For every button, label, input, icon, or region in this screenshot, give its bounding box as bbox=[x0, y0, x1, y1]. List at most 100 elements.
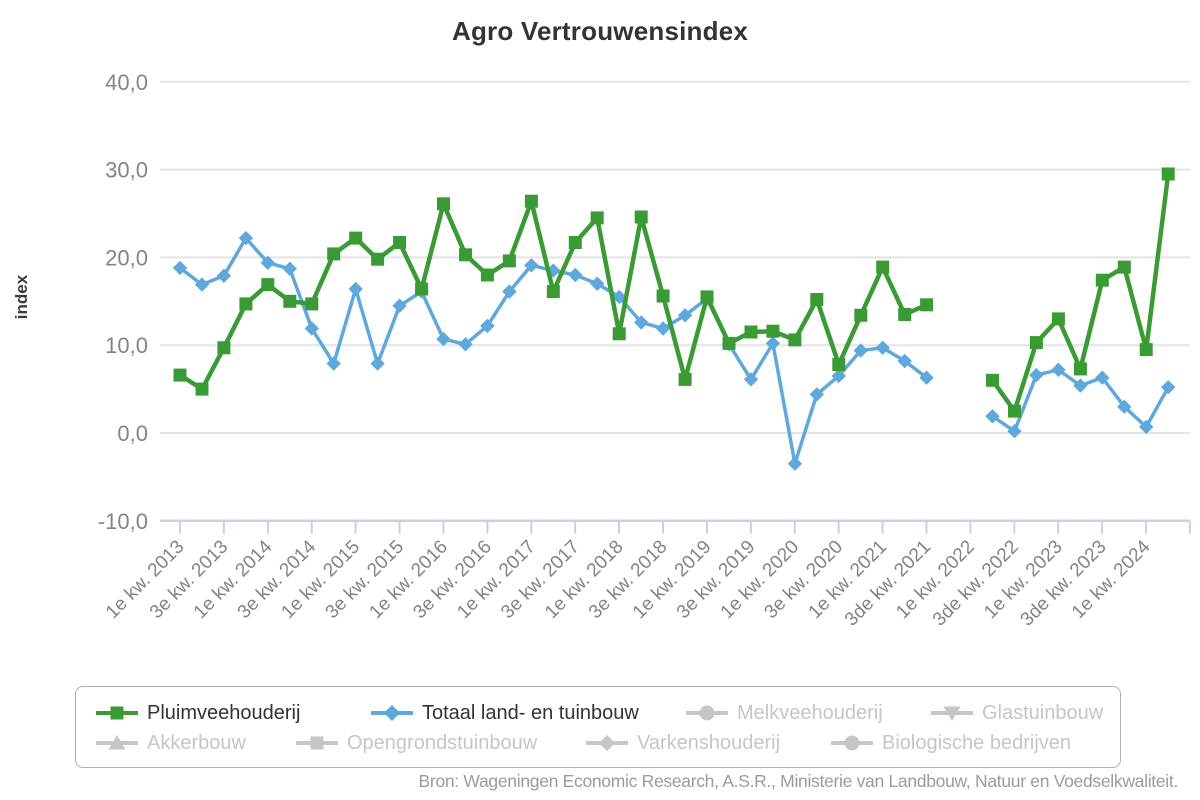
data-point-pluimveehouderij[interactable] bbox=[898, 308, 912, 321]
data-point-pluimveehouderij[interactable] bbox=[722, 336, 736, 350]
legend-item-glastuinbouw[interactable]: Glastuinbouw bbox=[931, 702, 1103, 725]
data-point-pluimveehouderij[interactable] bbox=[1095, 273, 1109, 287]
y-axis-tick-label: 10,0 bbox=[105, 333, 148, 358]
data-point-pluimveehouderij[interactable] bbox=[656, 289, 670, 303]
data-point-totaal-land-en-tuinbouw[interactable] bbox=[1007, 424, 1022, 439]
data-point-totaal-land-en-tuinbouw[interactable] bbox=[458, 337, 473, 352]
data-point-totaal-land-en-tuinbouw[interactable] bbox=[370, 356, 385, 371]
data-point-totaal-land-en-tuinbouw[interactable] bbox=[919, 370, 934, 385]
data-point-pluimveehouderij[interactable] bbox=[1139, 343, 1153, 357]
data-point-pluimveehouderij[interactable] bbox=[832, 358, 846, 371]
data-point-totaal-land-en-tuinbouw[interactable] bbox=[677, 308, 693, 323]
data-point-pluimveehouderij[interactable] bbox=[480, 268, 494, 282]
data-point-pluimveehouderij[interactable] bbox=[678, 372, 692, 386]
data-point-totaal-land-en-tuinbouw[interactable] bbox=[216, 268, 232, 283]
data-point-pluimveehouderij[interactable] bbox=[459, 248, 472, 262]
data-point-totaal-land-en-tuinbouw[interactable] bbox=[985, 409, 1000, 424]
legend-label: Glastuinbouw bbox=[982, 701, 1104, 724]
data-point-totaal-land-en-tuinbouw[interactable] bbox=[765, 336, 781, 351]
data-point-totaal-land-en-tuinbouw[interactable] bbox=[326, 356, 341, 371]
data-point-pluimveehouderij[interactable] bbox=[568, 236, 582, 249]
data-point-pluimveehouderij[interactable] bbox=[788, 333, 802, 347]
legend-item-opengrondstuinbouw[interactable]: Opengrondstuinbouw bbox=[296, 732, 586, 755]
data-point-pluimveehouderij[interactable] bbox=[920, 298, 934, 312]
chart-title: Agro Vertrouwensindex bbox=[451, 16, 749, 46]
data-point-pluimveehouderij[interactable] bbox=[612, 327, 626, 341]
data-point-pluimveehouderij[interactable] bbox=[261, 278, 275, 292]
data-point-totaal-land-en-tuinbouw[interactable] bbox=[1161, 380, 1176, 395]
data-point-totaal-land-en-tuinbouw[interactable] bbox=[897, 353, 912, 369]
data-point-totaal-land-en-tuinbouw[interactable] bbox=[1117, 399, 1132, 414]
legend-item-totaal-land-en-tuinbouw[interactable]: Totaal land- en tuinbouw bbox=[371, 702, 686, 725]
data-point-pluimveehouderij[interactable] bbox=[502, 254, 516, 268]
data-point-totaal-land-en-tuinbouw[interactable] bbox=[436, 331, 451, 347]
data-point-totaal-land-en-tuinbouw[interactable] bbox=[743, 372, 759, 387]
legend-item-melkveehouderij[interactable]: Melkveehouderij bbox=[686, 702, 931, 725]
data-point-pluimveehouderij[interactable] bbox=[744, 325, 758, 339]
data-point-totaal-land-en-tuinbouw[interactable] bbox=[787, 456, 803, 471]
data-point-totaal-land-en-tuinbouw[interactable] bbox=[1029, 367, 1044, 383]
data-point-totaal-land-en-tuinbouw[interactable] bbox=[1051, 362, 1066, 377]
data-point-totaal-land-en-tuinbouw[interactable] bbox=[590, 276, 605, 291]
data-point-totaal-land-en-tuinbouw[interactable] bbox=[194, 277, 210, 292]
data-point-totaal-land-en-tuinbouw[interactable] bbox=[524, 258, 539, 273]
data-point-totaal-land-en-tuinbouw[interactable] bbox=[634, 315, 649, 330]
data-point-pluimveehouderij[interactable] bbox=[524, 194, 538, 208]
data-point-pluimveehouderij[interactable] bbox=[986, 373, 999, 387]
data-point-pluimveehouderij[interactable] bbox=[217, 341, 231, 355]
data-point-pluimveehouderij[interactable] bbox=[1051, 312, 1065, 326]
data-point-pluimveehouderij[interactable] bbox=[590, 211, 604, 225]
data-point-pluimveehouderij[interactable] bbox=[173, 368, 187, 382]
legend-label: Pluimveehouderij bbox=[147, 701, 301, 724]
data-point-pluimveehouderij[interactable] bbox=[349, 231, 363, 245]
data-point-totaal-land-en-tuinbouw[interactable] bbox=[348, 281, 363, 297]
legend-item-pluimveehouderij[interactable]: Pluimveehouderij bbox=[96, 702, 371, 725]
data-point-pluimveehouderij[interactable] bbox=[634, 210, 648, 224]
data-point-pluimveehouderij[interactable] bbox=[876, 260, 890, 274]
data-point-pluimveehouderij[interactable] bbox=[1029, 336, 1043, 350]
data-point-pluimveehouderij[interactable] bbox=[546, 285, 560, 299]
data-point-pluimveehouderij[interactable] bbox=[854, 308, 868, 322]
data-point-totaal-land-en-tuinbouw[interactable] bbox=[875, 340, 890, 355]
data-point-pluimveehouderij[interactable] bbox=[1073, 362, 1087, 376]
data-point-totaal-land-en-tuinbouw[interactable] bbox=[853, 343, 868, 358]
data-point-totaal-land-en-tuinbouw[interactable] bbox=[392, 298, 407, 313]
legend-item-varkenshouderij[interactable]: Varkenshouderij bbox=[586, 732, 831, 755]
data-point-pluimveehouderij[interactable] bbox=[1008, 404, 1021, 418]
data-point-totaal-land-en-tuinbouw[interactable] bbox=[831, 368, 846, 384]
data-point-pluimveehouderij[interactable] bbox=[766, 324, 780, 338]
data-point-totaal-land-en-tuinbouw[interactable] bbox=[172, 260, 188, 276]
data-point-totaal-land-en-tuinbouw[interactable] bbox=[809, 387, 824, 402]
data-point-pluimveehouderij[interactable] bbox=[700, 290, 714, 304]
data-point-pluimveehouderij[interactable] bbox=[810, 293, 824, 306]
data-point-totaal-land-en-tuinbouw[interactable] bbox=[1139, 419, 1154, 435]
data-point-pluimveehouderij[interactable] bbox=[327, 247, 341, 261]
data-point-pluimveehouderij[interactable] bbox=[415, 282, 429, 296]
data-point-totaal-land-en-tuinbouw[interactable] bbox=[612, 289, 627, 305]
data-point-pluimveehouderij[interactable] bbox=[195, 382, 209, 396]
data-point-pluimveehouderij[interactable] bbox=[393, 236, 407, 249]
data-point-totaal-land-en-tuinbouw[interactable] bbox=[546, 263, 561, 278]
legend-item-biologische-bedrijven[interactable]: Biologische bedrijven bbox=[831, 732, 1071, 755]
data-point-pluimveehouderij[interactable] bbox=[283, 294, 297, 308]
data-point-totaal-land-en-tuinbouw[interactable] bbox=[260, 255, 275, 270]
data-point-pluimveehouderij[interactable] bbox=[1117, 260, 1131, 274]
data-point-totaal-land-en-tuinbouw[interactable] bbox=[655, 321, 671, 336]
data-point-pluimveehouderij[interactable] bbox=[1161, 167, 1175, 181]
data-point-totaal-land-en-tuinbouw[interactable] bbox=[304, 321, 319, 336]
y-axis-tick-label: 30,0 bbox=[105, 158, 148, 183]
data-point-totaal-land-en-tuinbouw[interactable] bbox=[568, 267, 583, 283]
data-point-totaal-land-en-tuinbouw[interactable] bbox=[1073, 378, 1088, 393]
data-point-totaal-land-en-tuinbouw[interactable] bbox=[238, 230, 254, 246]
legend-item-akkerbouw[interactable]: Akkerbouw bbox=[96, 732, 296, 755]
data-point-totaal-land-en-tuinbouw[interactable] bbox=[502, 284, 517, 299]
data-point-totaal-land-en-tuinbouw[interactable] bbox=[282, 261, 297, 276]
data-point-pluimveehouderij[interactable] bbox=[437, 197, 450, 211]
data-point-pluimveehouderij[interactable] bbox=[371, 252, 385, 266]
data-point-totaal-land-en-tuinbouw[interactable] bbox=[480, 318, 495, 334]
y-axis-tick-label: 20,0 bbox=[105, 245, 148, 270]
data-point-totaal-land-en-tuinbouw[interactable] bbox=[1095, 370, 1110, 385]
data-point-pluimveehouderij[interactable] bbox=[305, 297, 319, 311]
data-point-pluimveehouderij[interactable] bbox=[239, 297, 253, 311]
